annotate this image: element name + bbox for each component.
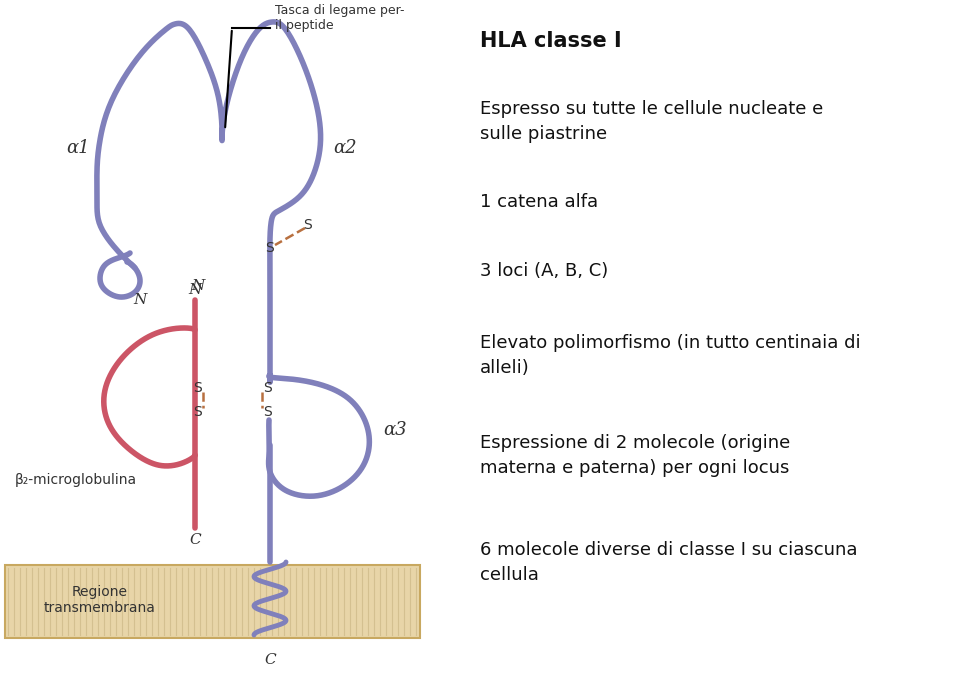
Text: N: N (188, 283, 202, 297)
Text: N: N (191, 279, 204, 293)
Text: Elevato polimorfismo (in tutto centinaia di
alleli): Elevato polimorfismo (in tutto centinaia… (480, 334, 860, 377)
Text: β₂-microglobulina: β₂-microglobulina (15, 473, 137, 487)
Bar (5, 565, 420, 638)
Text: 6 molecole diverse di classe I su ciascuna
cellula: 6 molecole diverse di classe I su ciascu… (480, 541, 857, 584)
Text: S: S (303, 218, 312, 232)
Text: Tasca di legame per-
il peptide: Tasca di legame per- il peptide (275, 4, 404, 32)
Text: S: S (266, 241, 275, 255)
Text: N: N (133, 293, 147, 307)
Text: S: S (193, 405, 202, 419)
Text: α3: α3 (383, 421, 407, 439)
Text: Espresso su tutte le cellule nucleate e
sulle piastrine: Espresso su tutte le cellule nucleate e … (480, 100, 824, 143)
Text: S: S (264, 405, 273, 419)
Text: 3 loci (A, B, C): 3 loci (A, B, C) (480, 262, 609, 280)
Text: HLA classe I: HLA classe I (480, 31, 622, 51)
Text: S: S (193, 381, 202, 395)
Text: α2: α2 (333, 139, 357, 157)
Text: 1 catena alfa: 1 catena alfa (480, 193, 598, 211)
Text: S: S (264, 381, 273, 395)
Text: α1: α1 (66, 139, 90, 157)
Text: Regione
transmembrana: Regione transmembrana (44, 585, 156, 615)
Text: C: C (264, 653, 276, 667)
Text: C: C (189, 533, 201, 547)
Text: Espressione di 2 molecole (origine
materna e paterna) per ogni locus: Espressione di 2 molecole (origine mater… (480, 434, 790, 477)
